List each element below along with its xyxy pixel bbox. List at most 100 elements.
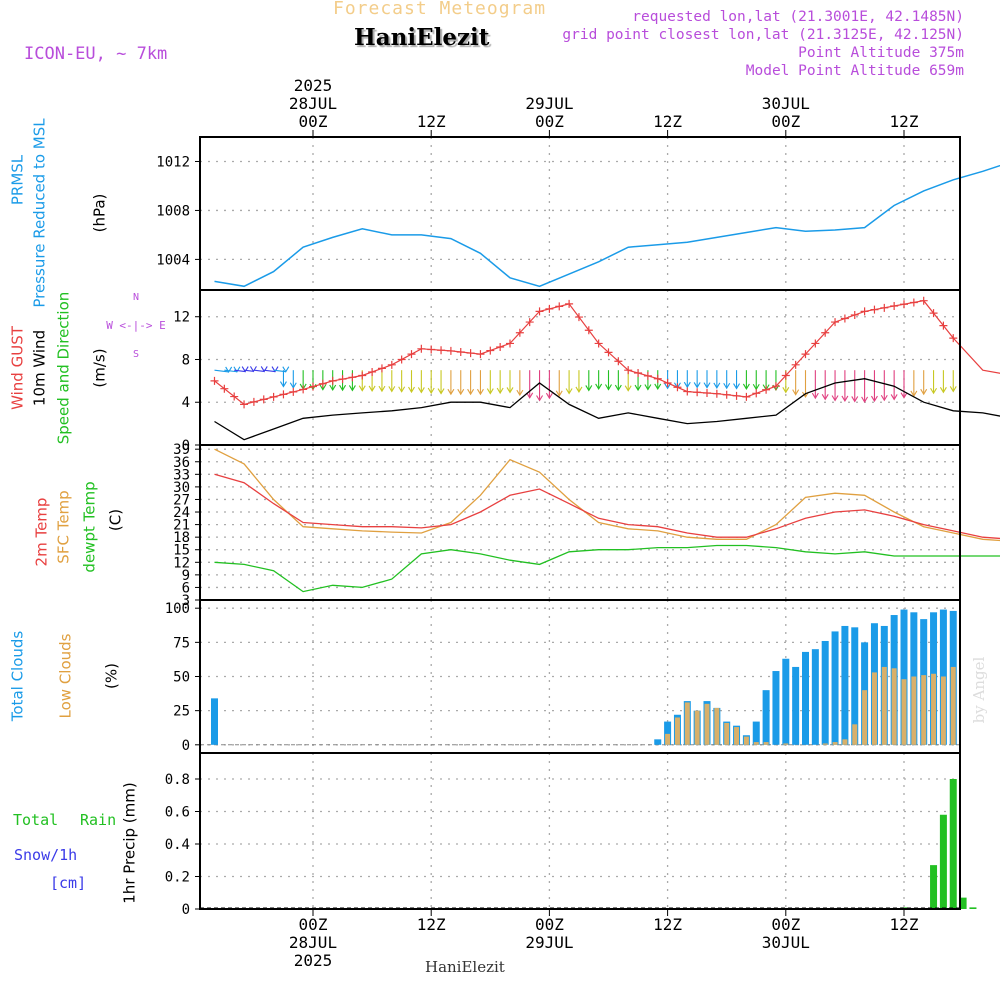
y-tick-label: 15 [173,543,190,559]
gust-marker [318,379,327,388]
gust-marker [555,302,564,311]
wind-direction-label: Speed and Direction [55,292,73,445]
wind-arrowhead [545,392,553,400]
gust-marker [584,326,593,335]
gust-marker [535,307,544,316]
y-tick-label: 0.6 [165,805,190,821]
wind-arrowhead [920,388,928,396]
wind-arrowhead [664,383,672,390]
total-cloud-bar [802,651,809,745]
y-tick-label: 24 [173,505,190,521]
gust-marker [377,364,386,373]
y-tick-label: 50 [173,670,190,686]
gust-marker [870,305,879,314]
total-cloud-bar [654,739,662,745]
gust-marker [673,383,682,392]
total-cloud-bar [752,721,760,745]
gust-marker [860,307,869,316]
gust-marker [752,389,761,398]
gust-marker [831,318,840,327]
gust-marker [850,310,859,319]
wind-arrow [263,369,276,373]
panel-frame [199,444,961,601]
snow-label: Snow/1h [14,846,77,864]
wind-arrowhead [565,388,573,395]
wind-arrow [224,369,237,373]
dewpoint-label: dewpt Temp [81,481,99,572]
gust-marker [663,379,672,387]
total-cloud-bar [851,627,859,745]
low-cloud-bar [931,673,937,745]
gust-marker [476,350,485,359]
wind-label: 10m Wind [31,330,49,406]
wind-arrowhead [614,384,622,392]
time-label-top: 12Z [890,112,919,131]
total-cloud-bar [664,721,672,745]
wind-arrowhead [880,394,888,402]
low-cloud-bar [891,668,897,745]
gust-marker [771,382,780,391]
rain-bar [959,897,967,909]
wind-arrowhead [782,387,790,394]
gust-marker [604,348,613,357]
wind-arrowhead [723,382,731,390]
gust-marker [525,318,534,327]
point-altitude: Point Altitude 375m [798,45,964,61]
time-label-top: 12Z [653,112,682,131]
y-tick-label: 100 [165,601,190,617]
wind-arrowhead [575,386,583,394]
y-tick-label: 39 [173,442,190,458]
gust-marker [840,314,849,323]
gust-marker [811,339,820,348]
gust-marker [791,360,800,369]
gust-marker [230,392,239,401]
wind-arrowhead [339,384,347,392]
gust-marker [594,339,603,348]
total-cloud-bar [900,609,908,745]
temp-2m-line [214,473,1000,540]
wind-arrowhead [241,366,249,373]
wind-speed-line [214,378,1000,441]
rain-bar [969,907,977,909]
total-rain-label: Rain [80,811,116,829]
total-cloud-bar [821,640,829,745]
panel-frame [199,289,961,446]
total-cloud-bar [762,690,770,745]
gust-marker [309,382,317,391]
low-cloud-bar [734,727,740,745]
gridpoint-coords: grid point closest lon,lat (21.3125E, 42… [562,27,964,43]
time-label-bottom: 28JUL [289,933,337,952]
wind-arrowhead [949,386,957,393]
wind-arrowhead [225,366,233,374]
gust-marker [397,355,406,364]
time-label-top: 30JUL [762,94,810,113]
time-label-bottom: 12Z [653,915,682,934]
wind-arrowhead [271,366,279,373]
y-tick-label: 3 [182,593,190,609]
low-cloud-bar [940,676,946,745]
gust-marker [624,366,633,375]
gust-marker [279,390,288,399]
time-label-top: 00Z [771,112,800,131]
low-cloud-bar [724,722,730,745]
wind-arrowhead [644,384,652,391]
wind-arrowhead [841,395,849,403]
wind-arrowhead [585,385,593,392]
gust-marker [368,367,377,376]
pressure-label: PRMSL [9,154,27,205]
y-tick-label: 21 [173,518,190,534]
wind-arrowhead [693,382,701,389]
gust-marker [949,334,958,343]
low-cloud-bar [783,743,789,745]
panel-frame [199,752,961,910]
rain-bar [930,865,938,909]
gust-marker [919,296,928,305]
wind-arrowhead [811,392,819,400]
wind-arrowhead [536,395,544,402]
y-tick-label: 9 [182,568,190,584]
low-cloud-bar [862,690,868,745]
gust-marker [939,321,948,330]
pressure-line [214,164,1000,288]
wind-arrowhead [457,388,465,396]
wind-arrowhead [437,388,445,395]
